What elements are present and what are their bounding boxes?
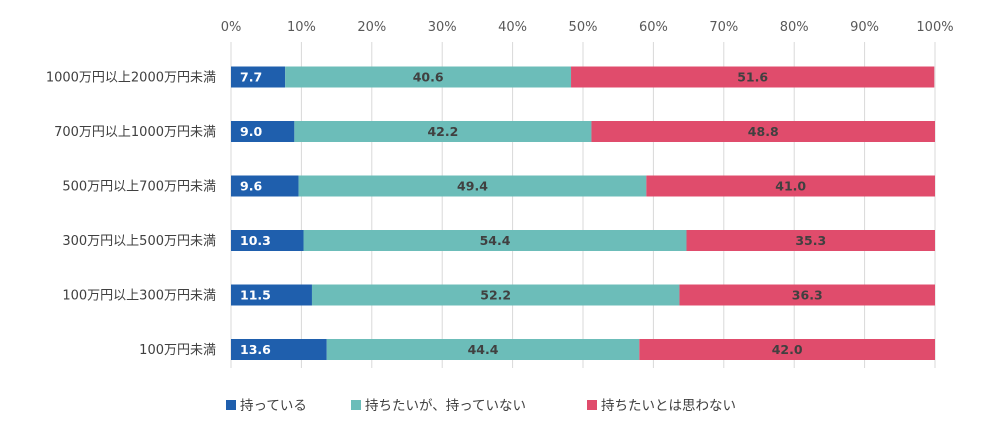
data-label: 51.6 [737, 70, 768, 85]
data-label: 54.4 [480, 233, 511, 248]
x-tick-label: 70% [709, 20, 738, 35]
x-tick-label: 60% [639, 20, 668, 35]
bar-segment [571, 66, 935, 88]
bar-segment [294, 121, 592, 142]
legend: 持っている 持ちたいが、持っていない 持ちたいとは思わない [226, 398, 736, 414]
bar-segment [231, 175, 299, 197]
legend-label: 持っている [240, 398, 307, 414]
category-label: 700万円以上1000万円未満 [54, 125, 216, 140]
category-label: 100万円未満 [139, 343, 216, 358]
data-label: 49.4 [457, 179, 488, 194]
bar-segment [285, 66, 572, 88]
x-tick-label: 80% [780, 20, 809, 35]
legend-swatch [351, 400, 361, 410]
x-tick-label: 10% [287, 20, 316, 35]
data-label: 40.6 [413, 70, 444, 85]
bar-segment [686, 230, 935, 251]
data-label: 11.5 [240, 288, 271, 303]
data-label: 44.4 [468, 342, 499, 357]
data-label: 9.0 [240, 124, 262, 139]
data-label: 48.8 [748, 124, 779, 139]
bar-segment [231, 121, 295, 142]
category-label: 100万円以上300万円未満 [62, 289, 216, 304]
x-tick-label: 40% [498, 20, 527, 35]
bar-segment [679, 284, 935, 306]
data-label: 13.6 [240, 342, 271, 357]
x-tick-label: 0% [221, 20, 242, 35]
category-label: 300万円以上500万円未満 [62, 234, 216, 249]
x-tick-label: 100% [916, 20, 953, 35]
gridlines [230, 42, 936, 368]
bar-segment [303, 230, 687, 251]
bars: 7.7 40.6 51.6 9.0 42.2 48.8 9.6 49.4 41.0 10.3 54.… [231, 66, 935, 360]
x-tick-label: 50% [569, 20, 598, 35]
data-label: 10.3 [240, 233, 271, 248]
x-axis-ticks: 0% 10% 20% 30% 40% 50% 60% 70% 80% 90% 100% [221, 20, 954, 35]
legend-label: 持ちたいが、持っていない [365, 398, 526, 414]
category-label: 500万円以上700万円未満 [62, 180, 216, 195]
x-tick-label: 30% [428, 20, 457, 35]
legend-swatch [587, 400, 597, 410]
data-label: 36.3 [792, 288, 823, 303]
x-tick-label: 90% [850, 20, 879, 35]
bar-segment [231, 66, 286, 88]
bar-segment [646, 175, 935, 197]
data-label: 7.7 [240, 70, 262, 85]
bar-segment [591, 121, 935, 142]
bar-segment [231, 284, 312, 306]
data-label: 41.0 [775, 179, 806, 194]
data-label: 42.0 [772, 342, 803, 357]
data-label: 9.6 [240, 179, 262, 194]
data-label: 52.2 [480, 288, 511, 303]
bar-segment [639, 339, 935, 360]
bar-segment [326, 339, 640, 360]
x-tick-label: 20% [357, 20, 386, 35]
category-label: 1000万円以上2000万円未満 [46, 71, 216, 86]
category-labels: 1000万円以上2000万円未満 700万円以上1000万円未満 500万円以上70… [46, 71, 216, 359]
bar-segment [231, 230, 304, 251]
bar-segment [311, 284, 680, 306]
data-label: 35.3 [795, 233, 826, 248]
legend-label: 持ちたいとは思わない [601, 398, 736, 414]
legend-swatch [226, 400, 236, 410]
data-label: 42.2 [427, 124, 458, 139]
bar-segment [298, 175, 647, 197]
bar-segment [231, 339, 327, 360]
